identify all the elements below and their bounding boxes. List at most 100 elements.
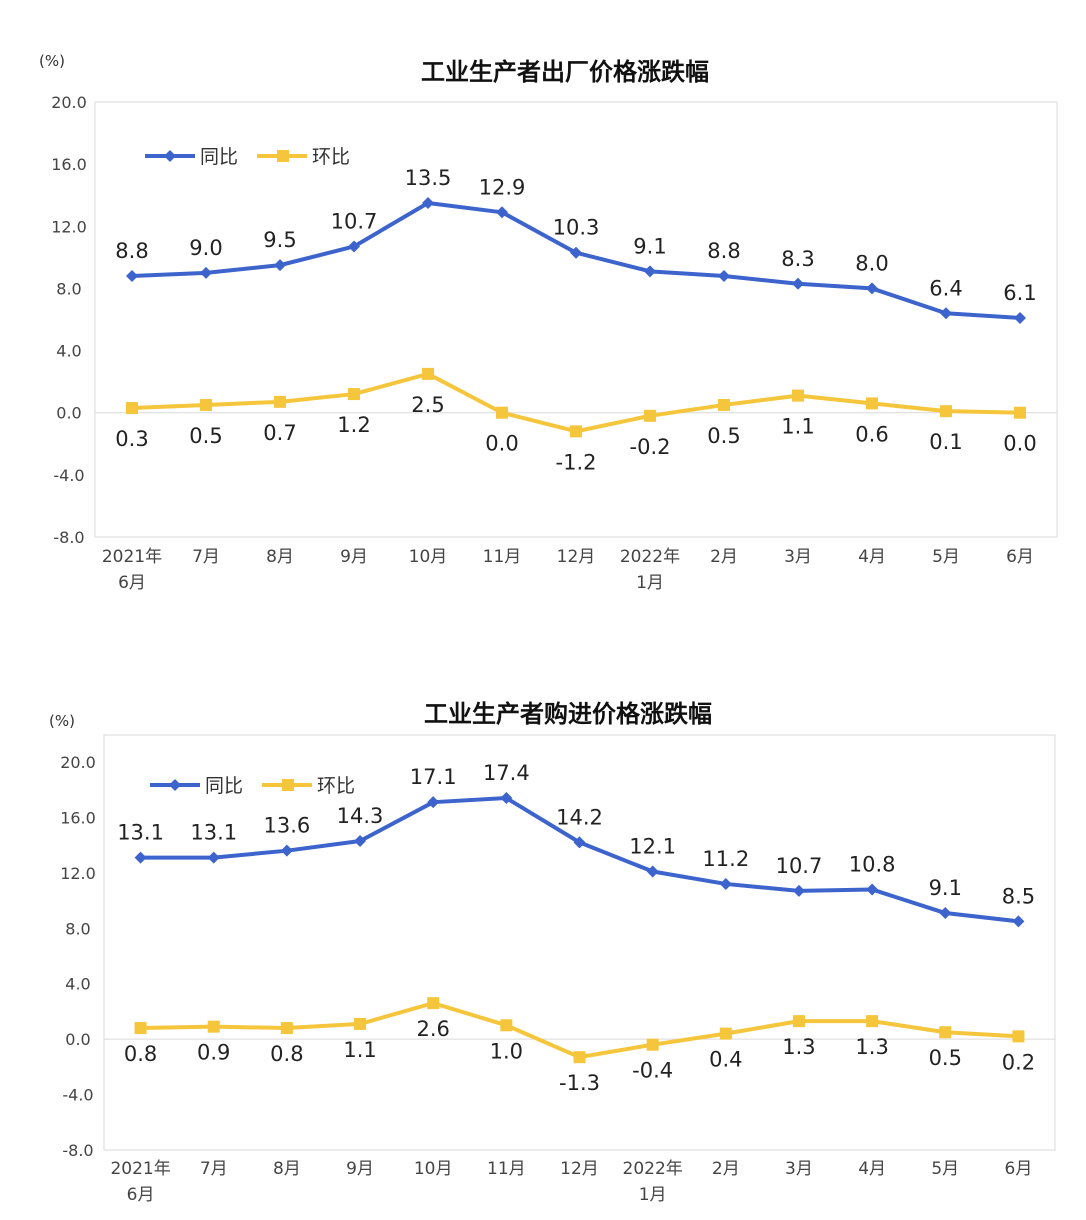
data-point-mom bbox=[573, 1051, 586, 1064]
data-point-yoy bbox=[200, 266, 212, 279]
data-label: 11.2 bbox=[702, 847, 749, 871]
y-tick-label: 12.0 bbox=[60, 864, 96, 883]
data-label: 0.4 bbox=[709, 1048, 742, 1072]
x-tick-label: 2月 bbox=[712, 1159, 740, 1179]
data-label: 8.0 bbox=[855, 251, 888, 275]
data-label: 8.8 bbox=[707, 239, 740, 263]
data-point-yoy bbox=[274, 259, 286, 272]
legend-label: 环比 bbox=[312, 146, 350, 168]
data-label: 9.0 bbox=[189, 236, 222, 260]
x-tick-label: 6月 bbox=[118, 573, 146, 593]
data-point-mom bbox=[354, 1017, 367, 1030]
x-tick-label: 10月 bbox=[414, 1159, 453, 1179]
y-tick-label: 20.0 bbox=[60, 753, 96, 772]
y-tick-label: -8.0 bbox=[53, 528, 84, 547]
x-tick-label: 1月 bbox=[639, 1185, 667, 1205]
data-point-mom bbox=[422, 367, 434, 380]
legend-marker-diamond bbox=[164, 150, 176, 162]
x-tick-label: 9月 bbox=[340, 547, 368, 567]
data-label: 1.2 bbox=[337, 413, 370, 437]
data-point-mom bbox=[570, 425, 582, 438]
data-point-yoy bbox=[940, 307, 952, 320]
data-point-yoy bbox=[866, 883, 879, 896]
data-label: 10.7 bbox=[776, 854, 823, 878]
data-point-yoy bbox=[646, 865, 659, 878]
x-tick-label: 8月 bbox=[273, 1159, 301, 1179]
data-label: 12.9 bbox=[479, 175, 526, 199]
data-label: -0.4 bbox=[632, 1059, 673, 1083]
legend-marker-square bbox=[277, 150, 289, 162]
x-tick-label: 11月 bbox=[487, 1159, 526, 1179]
data-label: 6.1 bbox=[1003, 281, 1036, 305]
data-point-mom bbox=[427, 997, 440, 1010]
y-tick-label: -4.0 bbox=[62, 1086, 93, 1105]
x-tick-label: 6月 bbox=[1005, 1159, 1033, 1179]
legend-label: 环比 bbox=[317, 775, 355, 797]
data-point-yoy bbox=[939, 907, 952, 920]
data-point-mom bbox=[200, 398, 212, 411]
x-tick-label: 2022年 bbox=[623, 1159, 683, 1179]
x-tick-label: 5月 bbox=[932, 547, 960, 567]
x-tick-label: 12月 bbox=[557, 547, 596, 567]
chart-title: 工业生产者购进价格涨跌幅 bbox=[424, 700, 712, 728]
data-label: 13.5 bbox=[405, 166, 452, 190]
data-label: 0.8 bbox=[124, 1042, 157, 1066]
data-point-mom bbox=[718, 398, 730, 411]
data-label: 6.4 bbox=[929, 276, 962, 300]
data-label: 9.1 bbox=[633, 234, 666, 258]
data-label: 13.6 bbox=[264, 814, 311, 838]
data-label: 12.1 bbox=[629, 834, 676, 858]
y-tick-label: 16.0 bbox=[60, 808, 96, 827]
data-point-yoy bbox=[422, 196, 434, 209]
data-label: 2.5 bbox=[411, 393, 444, 417]
data-point-yoy bbox=[126, 270, 138, 282]
x-tick-label: 1月 bbox=[636, 573, 664, 593]
data-label: 13.1 bbox=[117, 821, 164, 845]
data-point-yoy bbox=[573, 836, 586, 849]
data-label: 0.5 bbox=[707, 424, 740, 448]
y-tick-label: 16.0 bbox=[51, 155, 87, 174]
data-point-mom bbox=[719, 1027, 732, 1040]
data-label: 0.1 bbox=[929, 430, 962, 454]
data-label: 1.0 bbox=[490, 1039, 523, 1063]
data-point-mom bbox=[792, 389, 804, 402]
data-label: 2.6 bbox=[416, 1017, 449, 1041]
data-label: 0.7 bbox=[263, 421, 296, 445]
data-label: 14.2 bbox=[556, 805, 603, 829]
y-tick-label: 4.0 bbox=[65, 975, 90, 994]
x-tick-label: 6月 bbox=[1006, 547, 1034, 567]
x-tick-label: 7月 bbox=[192, 547, 220, 567]
chart-title: 工业生产者出厂价格涨跌幅 bbox=[421, 58, 709, 86]
y-tick-label: 0.0 bbox=[65, 1030, 90, 1049]
data-label: 0.0 bbox=[485, 432, 518, 456]
x-tick-label: 2022年 bbox=[620, 547, 680, 567]
x-tick-label: 2月 bbox=[710, 547, 738, 567]
data-point-mom bbox=[1012, 1030, 1025, 1043]
x-tick-label: 4月 bbox=[858, 547, 886, 567]
data-point-yoy bbox=[280, 844, 293, 857]
data-label: 0.2 bbox=[1002, 1050, 1035, 1074]
data-point-yoy bbox=[718, 270, 730, 282]
data-point-yoy bbox=[427, 796, 440, 809]
data-point-yoy bbox=[1014, 311, 1026, 324]
data-label: 0.3 bbox=[115, 427, 148, 451]
x-tick-label: 10月 bbox=[409, 547, 448, 567]
data-label: 10.8 bbox=[849, 852, 896, 876]
data-point-yoy bbox=[1012, 915, 1025, 928]
x-tick-label: 2021年 bbox=[110, 1159, 170, 1179]
x-tick-label: 5月 bbox=[931, 1159, 959, 1179]
legend-label: 同比 bbox=[205, 775, 243, 797]
y-axis-label: (%) bbox=[49, 712, 75, 730]
data-label: 0.5 bbox=[929, 1046, 962, 1070]
x-tick-label: 12月 bbox=[560, 1159, 599, 1179]
data-point-yoy bbox=[496, 206, 508, 219]
data-point-mom bbox=[280, 1022, 293, 1035]
data-point-mom bbox=[792, 1015, 805, 1028]
data-point-mom bbox=[644, 409, 656, 422]
data-label: 8.5 bbox=[1002, 884, 1035, 908]
data-point-mom bbox=[134, 1022, 147, 1035]
y-tick-label: -4.0 bbox=[53, 466, 84, 485]
legend-marker-square bbox=[282, 779, 294, 791]
data-point-yoy bbox=[207, 851, 220, 864]
